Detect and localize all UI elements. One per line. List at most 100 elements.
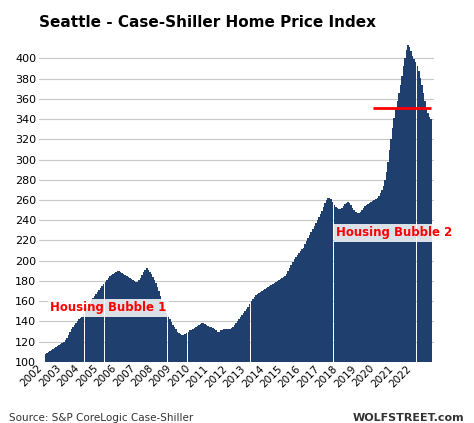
- Bar: [135, 282, 137, 362]
- Bar: [258, 293, 260, 362]
- Bar: [157, 287, 158, 362]
- Text: Housing Bubble 2: Housing Bubble 2: [336, 226, 452, 239]
- Bar: [175, 330, 177, 362]
- Bar: [169, 319, 171, 362]
- Bar: [289, 268, 291, 362]
- Bar: [194, 329, 195, 362]
- Bar: [319, 214, 321, 362]
- Bar: [272, 284, 273, 362]
- Bar: [361, 210, 363, 362]
- Bar: [277, 281, 278, 362]
- Bar: [138, 280, 140, 362]
- Bar: [424, 101, 426, 362]
- Bar: [66, 338, 68, 362]
- Bar: [68, 335, 69, 362]
- Bar: [412, 56, 413, 362]
- Bar: [283, 277, 284, 362]
- Bar: [195, 327, 197, 362]
- Bar: [392, 128, 393, 362]
- Bar: [254, 297, 255, 362]
- Bar: [398, 93, 400, 362]
- Bar: [151, 274, 152, 362]
- Bar: [104, 282, 106, 362]
- Bar: [186, 332, 188, 362]
- Bar: [206, 325, 208, 362]
- Bar: [298, 253, 300, 362]
- Bar: [94, 296, 95, 362]
- Bar: [212, 329, 214, 362]
- Bar: [334, 205, 335, 362]
- Text: Housing Bubble 1: Housing Bubble 1: [50, 301, 166, 314]
- Bar: [149, 272, 151, 362]
- Bar: [338, 209, 340, 362]
- Bar: [328, 198, 329, 362]
- Bar: [64, 340, 66, 362]
- Bar: [391, 139, 392, 362]
- Bar: [366, 205, 367, 362]
- Bar: [292, 262, 293, 362]
- Bar: [189, 330, 191, 362]
- Bar: [126, 276, 128, 362]
- Bar: [350, 205, 352, 362]
- Bar: [188, 332, 189, 362]
- Bar: [243, 313, 244, 362]
- Bar: [154, 280, 155, 362]
- Bar: [183, 335, 184, 362]
- Bar: [389, 151, 391, 362]
- Bar: [128, 277, 129, 362]
- Bar: [413, 59, 415, 362]
- Bar: [63, 342, 64, 362]
- Bar: [360, 212, 361, 362]
- Bar: [247, 307, 249, 362]
- Bar: [180, 333, 182, 362]
- Bar: [301, 249, 303, 362]
- Bar: [271, 285, 272, 362]
- Bar: [313, 226, 315, 362]
- Bar: [269, 286, 271, 362]
- Bar: [315, 223, 317, 362]
- Bar: [103, 284, 104, 362]
- Bar: [115, 272, 117, 362]
- Bar: [340, 209, 341, 362]
- Bar: [427, 113, 429, 362]
- Bar: [326, 200, 328, 362]
- Bar: [82, 317, 83, 362]
- Bar: [369, 203, 370, 362]
- Bar: [99, 290, 100, 362]
- Bar: [49, 351, 51, 362]
- Bar: [426, 108, 427, 362]
- Bar: [229, 330, 230, 362]
- Bar: [51, 350, 52, 362]
- Text: WOLFSTREET.com: WOLFSTREET.com: [353, 413, 465, 423]
- Bar: [363, 208, 364, 362]
- Bar: [261, 291, 263, 362]
- Bar: [372, 201, 374, 362]
- Bar: [45, 354, 46, 362]
- Bar: [88, 305, 89, 362]
- Bar: [52, 349, 54, 362]
- Bar: [84, 311, 86, 362]
- Bar: [177, 332, 178, 362]
- Bar: [260, 292, 261, 362]
- Bar: [208, 327, 209, 362]
- Bar: [89, 303, 91, 362]
- Bar: [72, 327, 74, 362]
- Bar: [131, 279, 132, 362]
- Bar: [74, 325, 75, 362]
- Bar: [256, 294, 258, 362]
- Bar: [71, 330, 72, 362]
- Bar: [178, 332, 180, 362]
- Bar: [403, 66, 404, 362]
- Bar: [46, 353, 47, 362]
- Bar: [286, 274, 287, 362]
- Bar: [101, 286, 103, 362]
- Bar: [221, 330, 223, 362]
- Bar: [378, 196, 380, 362]
- Bar: [191, 330, 192, 362]
- Bar: [407, 45, 409, 362]
- Bar: [203, 324, 204, 362]
- Bar: [429, 117, 430, 362]
- Bar: [404, 58, 406, 362]
- Bar: [386, 172, 387, 362]
- Bar: [303, 247, 304, 362]
